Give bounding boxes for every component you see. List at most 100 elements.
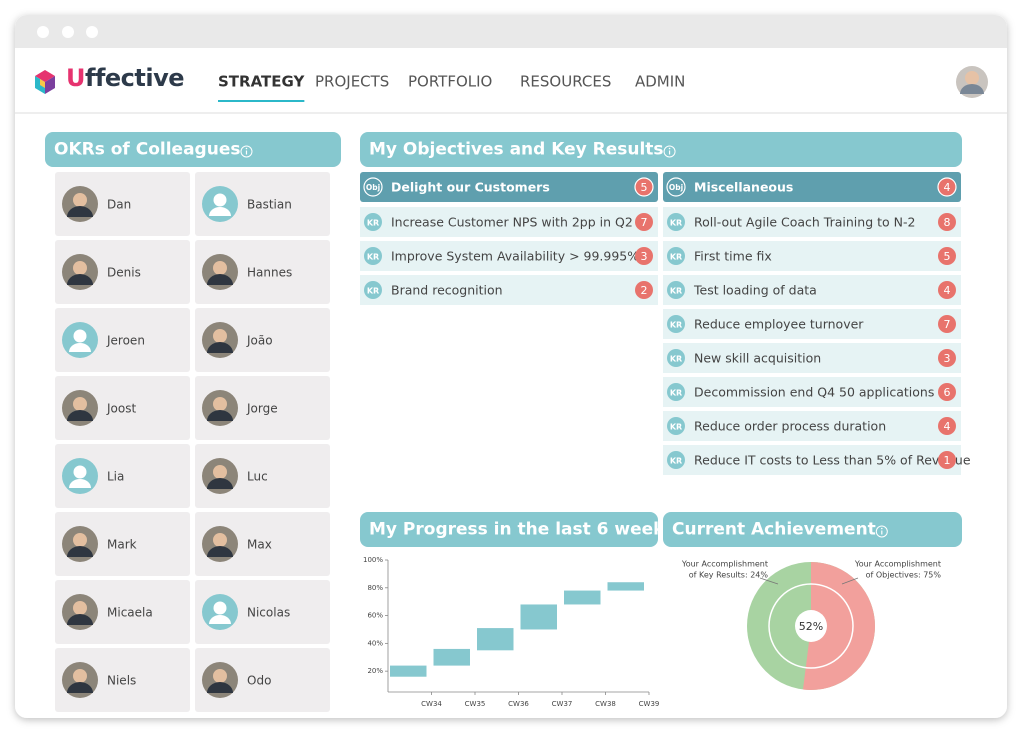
colleague-name: Jeroen: [106, 334, 145, 348]
progress-bar: [477, 628, 514, 651]
colleague-card[interactable]: [55, 308, 190, 372]
colleague-card[interactable]: [195, 512, 330, 576]
colleague-card[interactable]: [55, 376, 190, 440]
key-result-row[interactable]: [663, 207, 961, 237]
colleague-photo: [73, 601, 87, 615]
info-icon: [245, 147, 248, 150]
colleague-name: Denis: [107, 266, 141, 280]
key-result-row[interactable]: [663, 343, 961, 373]
key-result-badge-label: KR: [670, 253, 682, 262]
colleague-card[interactable]: [55, 444, 190, 508]
nav-item[interactable]: RESOURCES: [520, 73, 611, 91]
panel-header: [360, 132, 962, 167]
colleague-card[interactable]: [195, 444, 330, 508]
annotation: of Key Results: 24%: [689, 571, 769, 580]
colleague-name: Niels: [107, 674, 136, 688]
colleague-card[interactable]: [195, 376, 330, 440]
window-dot: [62, 26, 74, 38]
nav-item[interactable]: PORTFOLIO: [408, 73, 492, 91]
colleague-name: Joost: [106, 402, 136, 416]
colleague-name: Bastian: [247, 198, 292, 212]
key-result-badge: [667, 281, 685, 299]
colleague-card[interactable]: [55, 240, 190, 304]
key-result-badge-label: KR: [670, 389, 682, 398]
key-result-badge-label: KR: [367, 253, 379, 262]
key-result-badge-label: KR: [670, 457, 682, 466]
colleague-card[interactable]: [195, 648, 330, 712]
count-label: 4: [944, 420, 951, 433]
key-result-row[interactable]: [360, 207, 658, 237]
colleague-photo: [73, 261, 87, 275]
key-result-badge-label: KR: [670, 423, 682, 432]
colleague-photo: [73, 669, 87, 683]
info-icon: [668, 147, 671, 150]
progress-bar: [390, 665, 427, 677]
colleague-avatar-placeholder: [73, 465, 87, 479]
colleague-card[interactable]: [195, 172, 330, 236]
y-tick-label: 20%: [367, 667, 383, 675]
nav-item[interactable]: ADMIN: [635, 73, 685, 91]
colleague-card[interactable]: [195, 308, 330, 372]
count-badge: [938, 247, 956, 265]
count-label: 5: [944, 250, 951, 263]
colleague-photo: [67, 546, 93, 557]
colleague-card[interactable]: [55, 172, 190, 236]
colleague-card[interactable]: [195, 240, 330, 304]
count-badge: [938, 349, 956, 367]
key-result-badge-label: KR: [670, 355, 682, 364]
key-result-row[interactable]: [360, 275, 658, 305]
key-result-badge: [667, 315, 685, 333]
colleague-photo: [67, 274, 93, 285]
nav-underline: [218, 100, 305, 102]
progress-bar: [564, 590, 601, 605]
key-result-badge: [667, 451, 685, 469]
key-result-badge: [667, 213, 685, 231]
count-badge: [634, 177, 654, 197]
user-avatar[interactable]: [956, 66, 988, 98]
key-result-text: Improve System Availability > 99.995%: [391, 249, 639, 264]
colleague-avatar-placeholder: [73, 329, 87, 343]
key-result-row[interactable]: [663, 241, 961, 271]
nav-item[interactable]: PROJECTS: [315, 73, 389, 91]
key-result-row[interactable]: [663, 411, 961, 441]
colleague-avatar-placeholder: [69, 479, 91, 488]
colleague-card[interactable]: [55, 580, 190, 644]
key-result-row[interactable]: [663, 445, 961, 475]
annotation-leader: [841, 577, 859, 585]
objective-header[interactable]: [360, 172, 658, 202]
colleague-name: Mark: [107, 538, 137, 552]
key-result-badge: [667, 247, 685, 265]
key-result-badge: [364, 247, 382, 265]
key-result-badge: [667, 417, 685, 435]
colleague-card[interactable]: [55, 648, 190, 712]
panel-title: OKRs of Colleagues: [54, 140, 240, 160]
annotation: of Objectives: 75%: [866, 571, 942, 580]
nav-item[interactable]: STRATEGY: [218, 73, 305, 91]
key-result-row[interactable]: [663, 377, 961, 407]
key-result-row[interactable]: [663, 309, 961, 339]
key-result-text: Reduce employee turnover: [694, 317, 864, 332]
count-label: 8: [944, 216, 951, 229]
colleague-photo: [213, 533, 227, 547]
colleague-card[interactable]: [55, 512, 190, 576]
annotation: Your Accomplishment: [681, 560, 768, 569]
key-result-row[interactable]: [663, 275, 961, 305]
colleague-photo: [73, 533, 87, 547]
donut-center-label: 52%: [799, 620, 823, 633]
x-tick-label: CW35: [465, 700, 486, 708]
colleague-name: Nicolas: [247, 606, 290, 620]
key-result-text: Decommission end Q4 50 applications: [694, 385, 934, 400]
objective-header[interactable]: [663, 172, 961, 202]
panel-header: [45, 132, 341, 167]
donut-center: [795, 610, 827, 642]
annotation-leader: [759, 577, 779, 585]
colleague-card[interactable]: [195, 580, 330, 644]
colleague-photo: [207, 478, 233, 489]
key-result-badge-label: KR: [670, 219, 682, 228]
colleague-photo: [207, 546, 233, 557]
colleague-photo: [213, 397, 227, 411]
key-result-badge-label: KR: [367, 219, 379, 228]
count-badge: [938, 383, 956, 401]
key-result-row[interactable]: [360, 241, 658, 271]
